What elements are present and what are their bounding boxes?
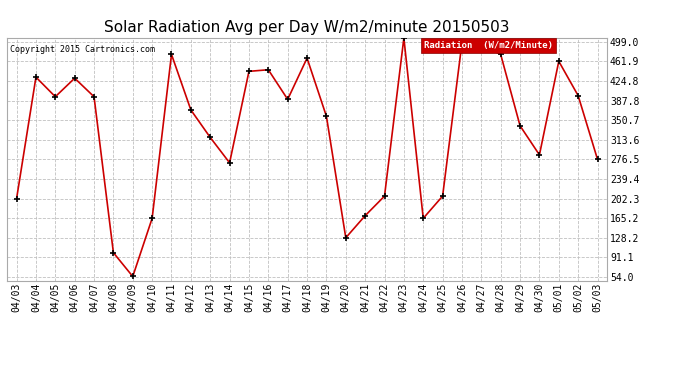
Text: Copyright 2015 Cartronics.com: Copyright 2015 Cartronics.com — [10, 45, 155, 54]
Text: Radiation  (W/m2/Minute): Radiation (W/m2/Minute) — [424, 41, 553, 50]
Title: Solar Radiation Avg per Day W/m2/minute 20150503: Solar Radiation Avg per Day W/m2/minute … — [104, 20, 510, 35]
